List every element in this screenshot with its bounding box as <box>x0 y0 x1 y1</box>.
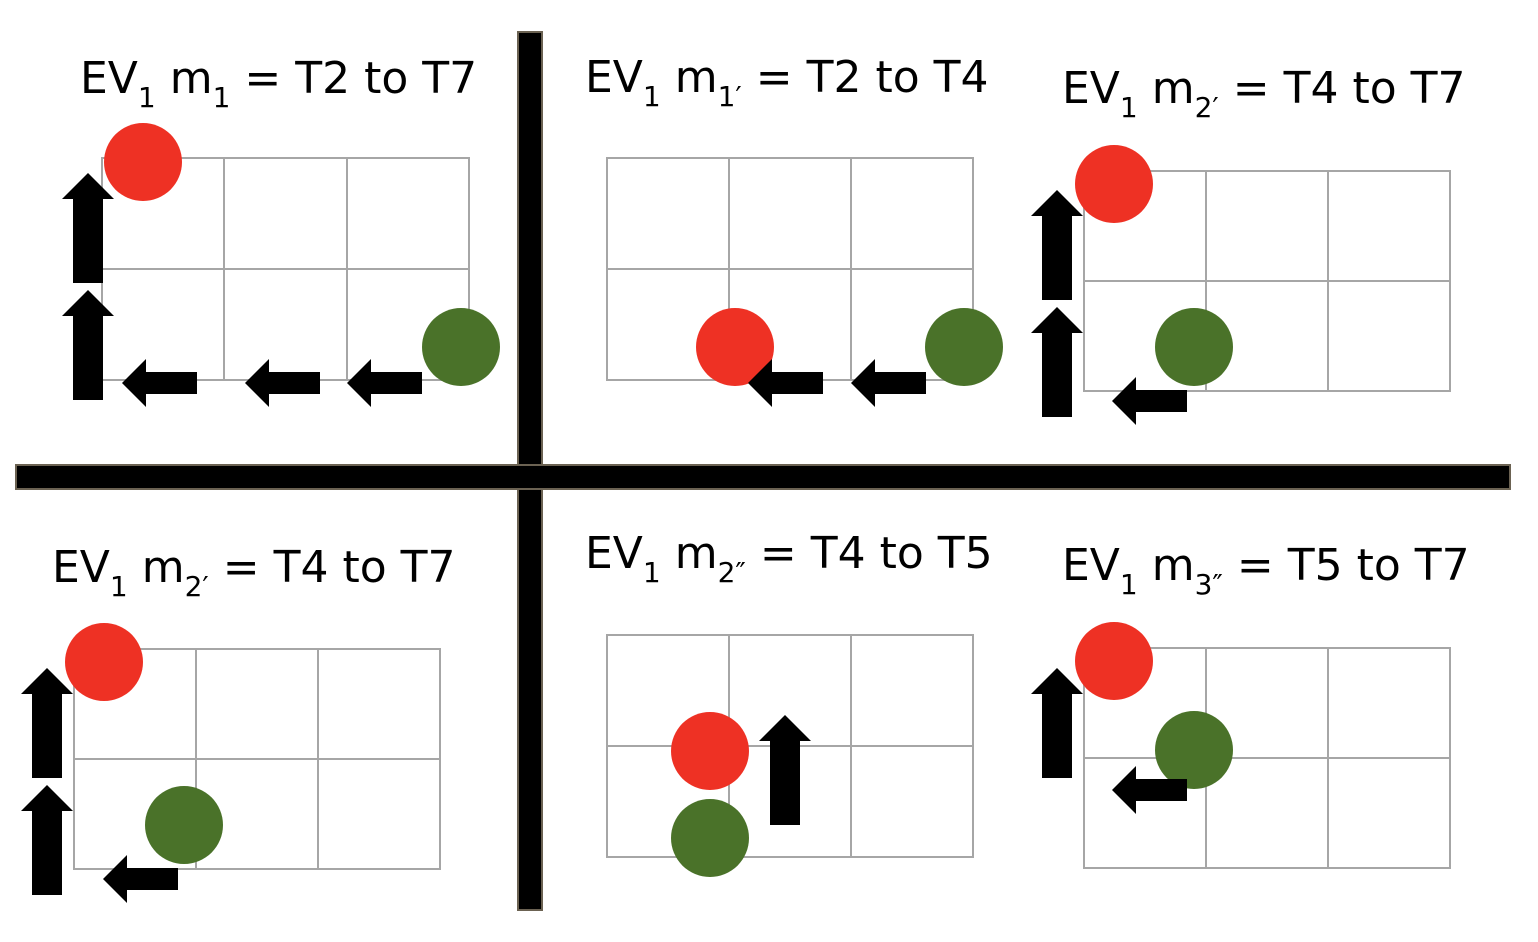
red-goal <box>65 623 143 701</box>
move-up-arrow <box>1031 307 1083 417</box>
move-left-arrow <box>245 359 320 407</box>
red-goal <box>1075 145 1153 223</box>
green-robot <box>925 308 1003 386</box>
green-robot <box>422 308 500 386</box>
red-goal <box>1075 622 1153 700</box>
move-up-arrow <box>21 785 73 895</box>
panel-4-title: EV1 m2′ = T4 to T7 <box>52 542 456 603</box>
move-left-arrow <box>122 359 197 407</box>
panel-3-title: EV1 m2′ = T4 to T7 <box>1062 63 1466 124</box>
panel-1: EV1 m1 = T2 to T7 <box>62 53 500 407</box>
panel-5-title: EV1 m2″ = T4 to T5 <box>585 528 993 589</box>
red-goal <box>696 308 774 386</box>
panel-3: EV1 m2′ = T4 to T7 <box>1031 63 1466 425</box>
panel-5: EV1 m2″ = T4 to T5 <box>585 528 993 877</box>
horizontal-divider <box>15 464 1511 490</box>
move-left-arrow <box>347 359 422 407</box>
panel-3-grid <box>1083 170 1451 392</box>
move-up-arrow <box>62 290 114 400</box>
green-robot <box>671 799 749 877</box>
move-up-arrow <box>759 715 811 825</box>
move-up-arrow <box>1031 190 1083 300</box>
panel-2-grid <box>606 157 974 381</box>
panel-2-title: EV1 m1′ = T2 to T4 <box>585 52 989 113</box>
move-left-arrow <box>851 359 926 407</box>
panel-6-title: EV1 m3″ = T5 to T7 <box>1062 540 1470 601</box>
red-goal <box>671 712 749 790</box>
move-up-arrow <box>21 668 73 778</box>
move-up-arrow <box>62 173 114 283</box>
green-robot <box>145 786 223 864</box>
move-up-arrow <box>1031 668 1083 778</box>
green-robot <box>1155 711 1233 789</box>
move-left-arrow <box>1112 377 1187 425</box>
panel-6: EV1 m3″ = T5 to T7 <box>1031 540 1470 869</box>
red-goal <box>104 123 182 201</box>
green-robot <box>1155 308 1233 386</box>
panel-1-title: EV1 m1 = T2 to T7 <box>80 53 477 114</box>
move-left-arrow <box>103 855 178 903</box>
panel-2: EV1 m1′ = T2 to T4 <box>585 52 1003 407</box>
panel-4: EV1 m2′ = T4 to T7 <box>21 542 456 903</box>
